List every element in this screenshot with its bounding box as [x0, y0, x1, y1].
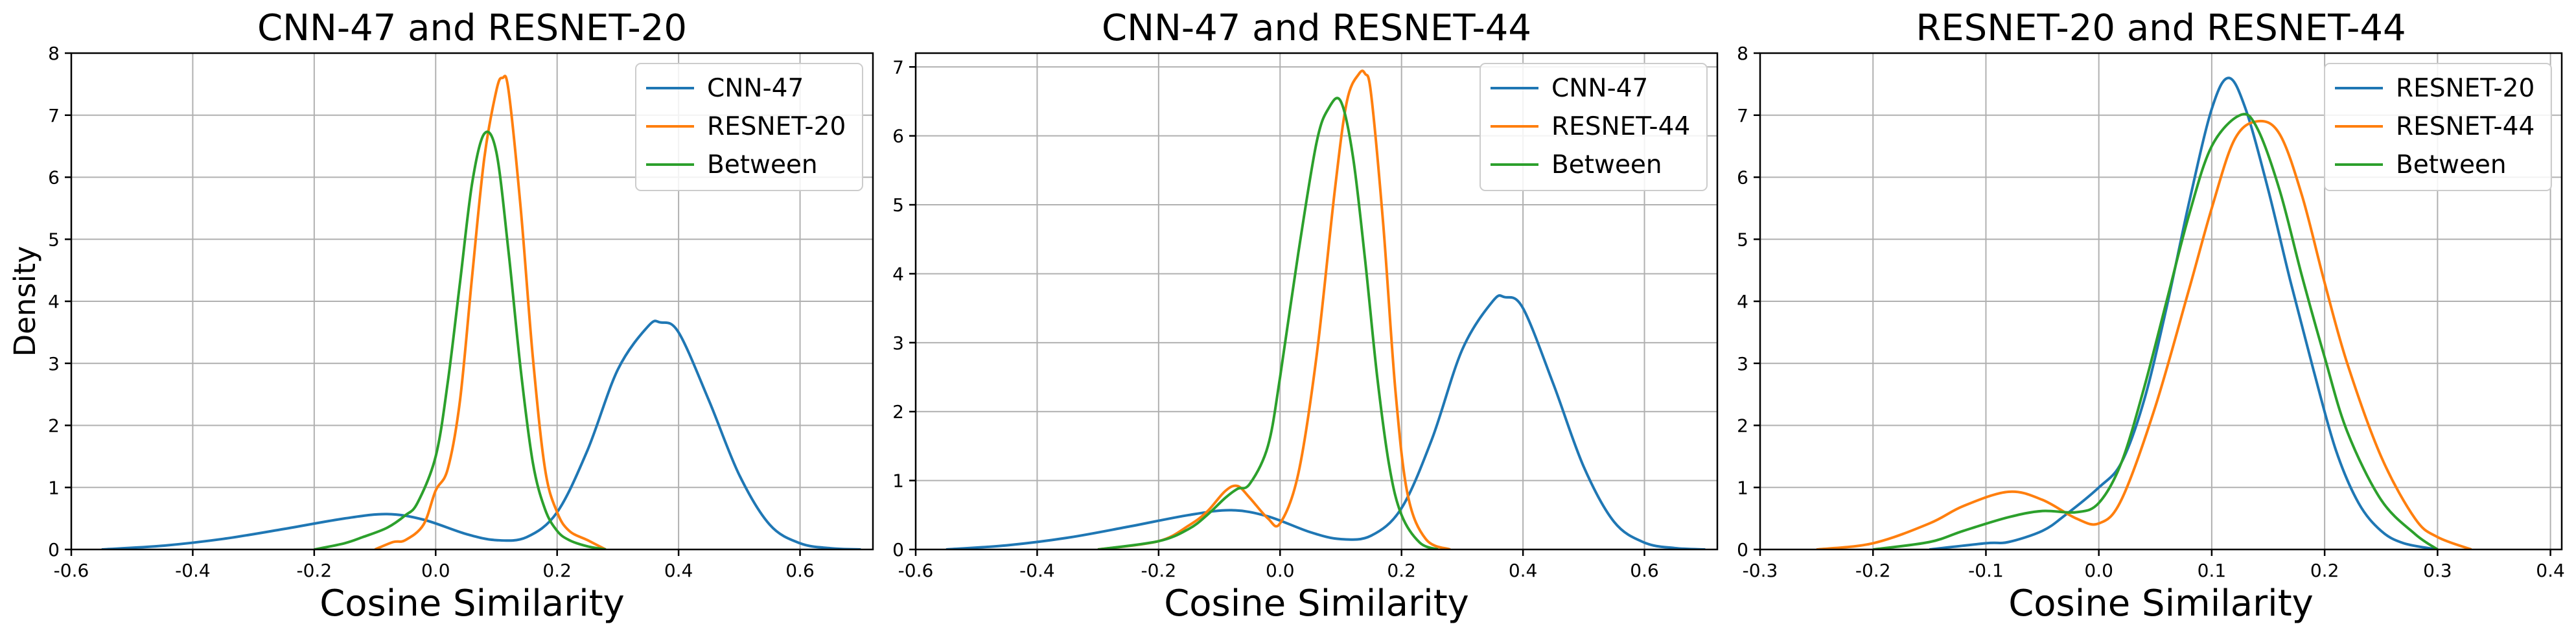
legend-box — [635, 63, 863, 191]
y-tick-label: 3 — [892, 332, 904, 354]
x-tick-label: 0.6 — [1630, 560, 1659, 581]
y-tick-label: 2 — [892, 401, 904, 422]
y-tick-label: 5 — [892, 194, 904, 216]
x-tick-label: -0.6 — [898, 560, 934, 581]
y-tick-label: 4 — [892, 263, 904, 284]
y-tick-label: 7 — [1737, 105, 1748, 126]
y-tick-label: 6 — [892, 126, 904, 147]
series-line-cnn-47 — [101, 319, 861, 549]
legend-label: RESNET-44 — [1551, 112, 1690, 141]
y-tick-label: 4 — [1737, 291, 1748, 312]
y-tick-label: 7 — [892, 56, 904, 78]
legend-box — [2324, 63, 2552, 191]
x-tick-label: -0.4 — [175, 560, 211, 581]
legend-label: RESNET-44 — [2396, 112, 2535, 141]
series-group — [946, 69, 1706, 549]
legend: RESNET-20 RESNET-44 Between — [2324, 63, 2552, 191]
y-axis-label: Density — [8, 246, 42, 356]
x-tick-label: 0.1 — [2198, 560, 2227, 581]
y-tick-label: 6 — [1737, 167, 1748, 189]
chart-title: CNN-47 and RESNET-44 — [1102, 7, 1531, 49]
x-axis-label: Cosine Similarity — [1164, 583, 1469, 625]
x-tick-label: 0.3 — [2423, 560, 2452, 581]
series-group — [101, 75, 861, 549]
y-tick-label: 4 — [48, 291, 60, 312]
legend-label: RESNET-20 — [707, 112, 846, 141]
legend: CNN-47 RESNET-44 Between — [1479, 63, 1708, 191]
y-tick-label: 8 — [48, 43, 60, 64]
series-line-between — [1872, 113, 2439, 549]
legend-label: CNN-47 — [1551, 74, 1648, 103]
x-tick-label: -0.4 — [1019, 560, 1055, 581]
series-line-resnet-44 — [1097, 69, 1451, 549]
x-tick-label: 0.4 — [2536, 560, 2565, 581]
y-tick-label: 3 — [48, 353, 60, 375]
y-tick-label: 1 — [892, 470, 904, 492]
x-tick-label: -0.2 — [1855, 560, 1891, 581]
x-tick-label: 0.0 — [421, 560, 450, 581]
x-tick-label: -0.2 — [297, 560, 332, 581]
x-tick-label: -0.3 — [1743, 560, 1778, 581]
x-tick-label: -0.1 — [1968, 560, 2004, 581]
x-tick-label: -0.6 — [54, 560, 89, 581]
legend-label: Between — [707, 150, 818, 179]
series-line-resnet-44 — [1816, 119, 2472, 549]
y-tick-label: 1 — [48, 477, 60, 498]
y-tick-label: 6 — [48, 167, 60, 189]
chart-title: CNN-47 and RESNET-20 — [257, 7, 687, 49]
x-axis-label: Cosine Similarity — [2008, 583, 2314, 625]
x-tick-label: -0.2 — [1141, 560, 1177, 581]
y-tick-label: 1 — [1737, 477, 1748, 498]
legend: CNN-47 RESNET-20 Between — [635, 63, 863, 191]
x-tick-label: 0.2 — [2310, 560, 2339, 581]
y-tick-label: 2 — [48, 415, 60, 437]
series-group — [1816, 76, 2472, 549]
x-tick-label: 0.6 — [785, 560, 815, 581]
x-tick-label: 0.2 — [1387, 560, 1416, 581]
y-tick-label: 2 — [1737, 415, 1748, 437]
series-line-resnet-20 — [374, 75, 607, 549]
x-tick-label: 0.0 — [2084, 560, 2113, 581]
x-tick-label: 0.4 — [664, 560, 693, 581]
x-axis-label: Cosine Similarity — [319, 583, 625, 625]
y-tick-label: 8 — [1737, 43, 1748, 64]
chart-panel-2: -0.6 -0.4 -0.2 0.0 0.2 0.4 0.6 0 1 2 3 4 5 6 7 CNN-47 a… — [892, 7, 1719, 625]
series-line-between — [1097, 97, 1439, 549]
y-tick-label: 5 — [48, 229, 60, 250]
x-tick-label: 0.0 — [1266, 560, 1295, 581]
plot-frame — [914, 52, 1719, 551]
series-line-cnn-47 — [946, 294, 1706, 549]
y-tick-label: 7 — [48, 105, 60, 126]
chart-title: RESNET-20 and RESNET-44 — [1916, 7, 2406, 49]
series-line-resnet-20 — [1929, 76, 2438, 549]
chart-panel-3: -0.3 -0.2 -0.1 0.0 0.1 0.2 0.3 0.4 0 1 2 3 4 5 6 7 8 RESN… — [1737, 7, 2565, 625]
legend-label: CNN-47 — [707, 74, 804, 103]
legend-label: Between — [2396, 150, 2507, 179]
y-tick-label: 3 — [1737, 353, 1748, 375]
legend-box — [1479, 63, 1708, 191]
y-tick-label: 0 — [1737, 539, 1748, 560]
legend-label: Between — [1551, 150, 1662, 179]
y-tick-label: 5 — [1737, 229, 1748, 250]
legend-label: RESNET-20 — [2396, 74, 2535, 103]
y-tick-label: 0 — [892, 539, 904, 560]
series-line-between — [314, 130, 607, 549]
chart-panel-1: -0.6 -0.4 -0.2 0.0 0.2 0.4 0.6 0 1 2 3 4 5 6 7 8 CNN-47 … — [8, 7, 874, 625]
x-tick-label: 0.4 — [1509, 560, 1538, 581]
x-tick-label: 0.2 — [542, 560, 572, 581]
y-tick-label: 0 — [48, 539, 60, 560]
